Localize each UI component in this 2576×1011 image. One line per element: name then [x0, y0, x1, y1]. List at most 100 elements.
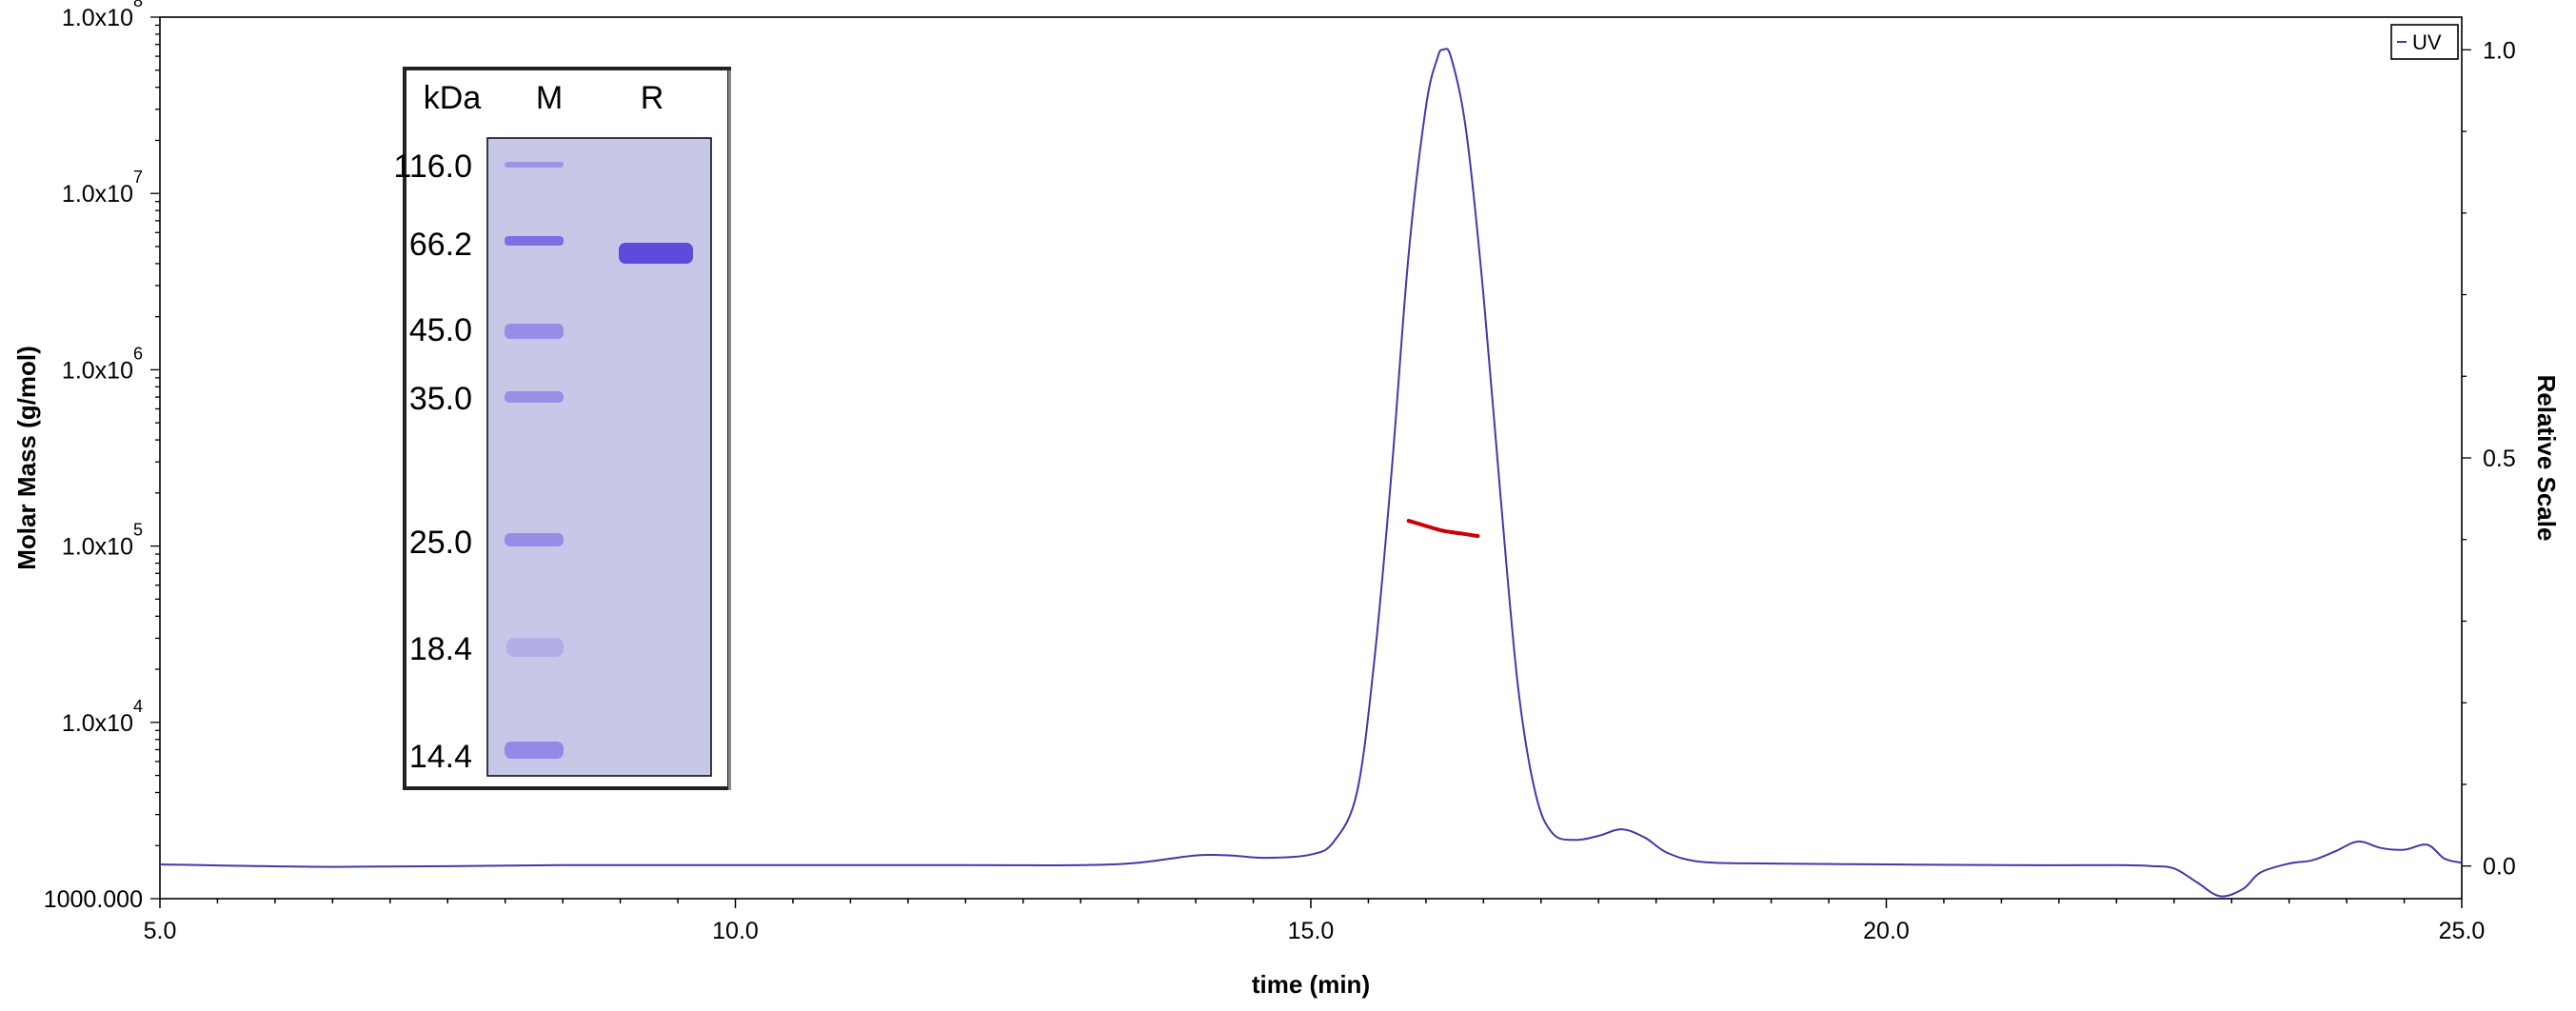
left-y-tick-label: 1.0x106 [62, 344, 143, 384]
uv-data-point [2461, 862, 2463, 863]
uv-data-point [2196, 882, 2198, 883]
molar-mass-data-points [1406, 519, 1480, 539]
left-y-tick-label: 1.0x104 [62, 697, 143, 737]
left-y-tick-label: 1000.000 [44, 886, 143, 913]
uv-data-point [159, 863, 161, 865]
uv-data-point [1408, 253, 1410, 255]
left-y-tick-label: 1.0x105 [62, 521, 143, 561]
series-line-uv [159, 48, 2463, 898]
molar-mass-data-point [1406, 519, 1411, 524]
gel-unit-label: kDa [424, 80, 482, 116]
uv-data-point [1264, 857, 1266, 859]
uv-data-point [2116, 864, 2118, 866]
uv-data-point [2001, 864, 2003, 866]
uv-data-point [1138, 862, 1139, 863]
sample-band [619, 243, 693, 264]
right-y-tick-label: 1.0 [2483, 37, 2516, 64]
uv-data-point [562, 864, 564, 866]
uv-data-point [735, 864, 737, 866]
molar-mass-data-point [1441, 528, 1446, 533]
marker-band-18 [506, 638, 564, 657]
molar-mass-data-point [1476, 534, 1480, 539]
uv-data-point [1500, 498, 1502, 500]
uv-data-point [1333, 841, 1335, 842]
uv-data-point [1552, 833, 1554, 835]
x-tick-labels: 5.0 10.0 15.0 20.0 25.0 [144, 918, 2486, 944]
uv-data-point [1771, 862, 1773, 864]
tick-exponent: 5 [133, 521, 143, 540]
marker-band-116 [505, 162, 564, 168]
uv-data-point [1451, 57, 1453, 59]
right-y-tick-label: 0.0 [2483, 854, 2516, 881]
tick-mantissa: 1.0x10 [62, 534, 133, 561]
marker-label-66: 66.2 [409, 227, 472, 263]
x-tick-label: 5.0 [144, 918, 177, 944]
uv-data-point [2357, 841, 2359, 842]
marker-band-14 [505, 742, 564, 759]
marker-label-45: 45.0 [409, 312, 472, 348]
uv-data-point [1230, 855, 1232, 857]
axis-ticks [150, 16, 2471, 908]
uv-data-point [1391, 473, 1393, 475]
tick-exponent: 6 [133, 344, 143, 363]
uv-data-point [1437, 57, 1438, 59]
legend: UV [2390, 24, 2459, 60]
right-y-tick-label: 0.5 [2483, 446, 2516, 472]
molar-mass-data-point [1423, 524, 1428, 528]
uv-data-point [965, 864, 967, 866]
legend-label-uv: UV [2412, 30, 2442, 54]
uv-data-point [1517, 685, 1519, 687]
gel-inset-frame-shadow [728, 70, 731, 790]
uv-data-point [2219, 896, 2221, 898]
uv-data-point [2311, 860, 2313, 862]
marker-label-116: 116.0 [393, 149, 472, 185]
uv-data-point [1483, 294, 1485, 296]
tick-exponent: 8 [133, 0, 143, 10]
marker-band-25 [505, 533, 564, 546]
sds-page-gel-inset: kDa M R 116.0 66.2 45.0 35.0 25.0 18.4 1… [393, 67, 731, 790]
tick-exponent: 4 [133, 697, 143, 716]
lane-label-marker: M [536, 80, 563, 116]
x-tick-label: 10.0 [712, 918, 759, 944]
uv-data-point [1374, 662, 1376, 664]
left-y-tick-label: 1.0x107 [62, 168, 143, 208]
lane-label-sample: R [641, 80, 664, 116]
marker-label-18: 18.4 [409, 631, 472, 667]
uv-data-point [2289, 862, 2290, 864]
uv-data-point [1465, 130, 1467, 132]
uv-data-point [1701, 862, 1703, 863]
right-y-tick-labels: 0.0 0.5 1.0 [2483, 37, 2516, 880]
uv-data-point [1442, 49, 1444, 50]
uv-data-point [1644, 837, 1646, 839]
marker-band-45 [505, 324, 564, 339]
uv-data-point [1080, 864, 1081, 866]
left-y-axis-title: Molar Mass (g/mol) [12, 346, 41, 569]
marker-label-14: 14.4 [409, 739, 472, 775]
series-line-molar-mass [1406, 519, 1480, 539]
tick-mantissa: 1.0x10 [62, 357, 133, 384]
uv-data-point [1597, 835, 1599, 837]
molar-mass-data-point [1458, 531, 1463, 536]
uv-data-point [1310, 854, 1312, 856]
uv-data-point [1575, 839, 1576, 841]
tick-mantissa: 1.0x10 [62, 710, 133, 737]
uv-data-point [1621, 828, 1623, 830]
marker-band-35 [505, 391, 564, 403]
right-y-axis-title: Relative Scale [2532, 375, 2561, 542]
uv-data-point [2150, 865, 2152, 867]
uv-data-point [1195, 855, 1197, 857]
marker-label-25: 25.0 [409, 525, 472, 561]
x-tick-label: 25.0 [2439, 918, 2486, 944]
x-tick-label: 20.0 [1863, 918, 1910, 944]
uv-data-point [2260, 872, 2262, 874]
uv-data-point [1667, 852, 1669, 854]
uv-data-point [1886, 863, 1888, 865]
tick-exponent: 7 [133, 168, 143, 187]
uv-data-point [2427, 844, 2428, 846]
legend-box [2390, 24, 2459, 60]
uv-data-point [2381, 847, 2383, 849]
uv-data-point [1357, 792, 1358, 794]
uv-data-point [1425, 107, 1427, 109]
uv-data-point [2334, 850, 2336, 852]
